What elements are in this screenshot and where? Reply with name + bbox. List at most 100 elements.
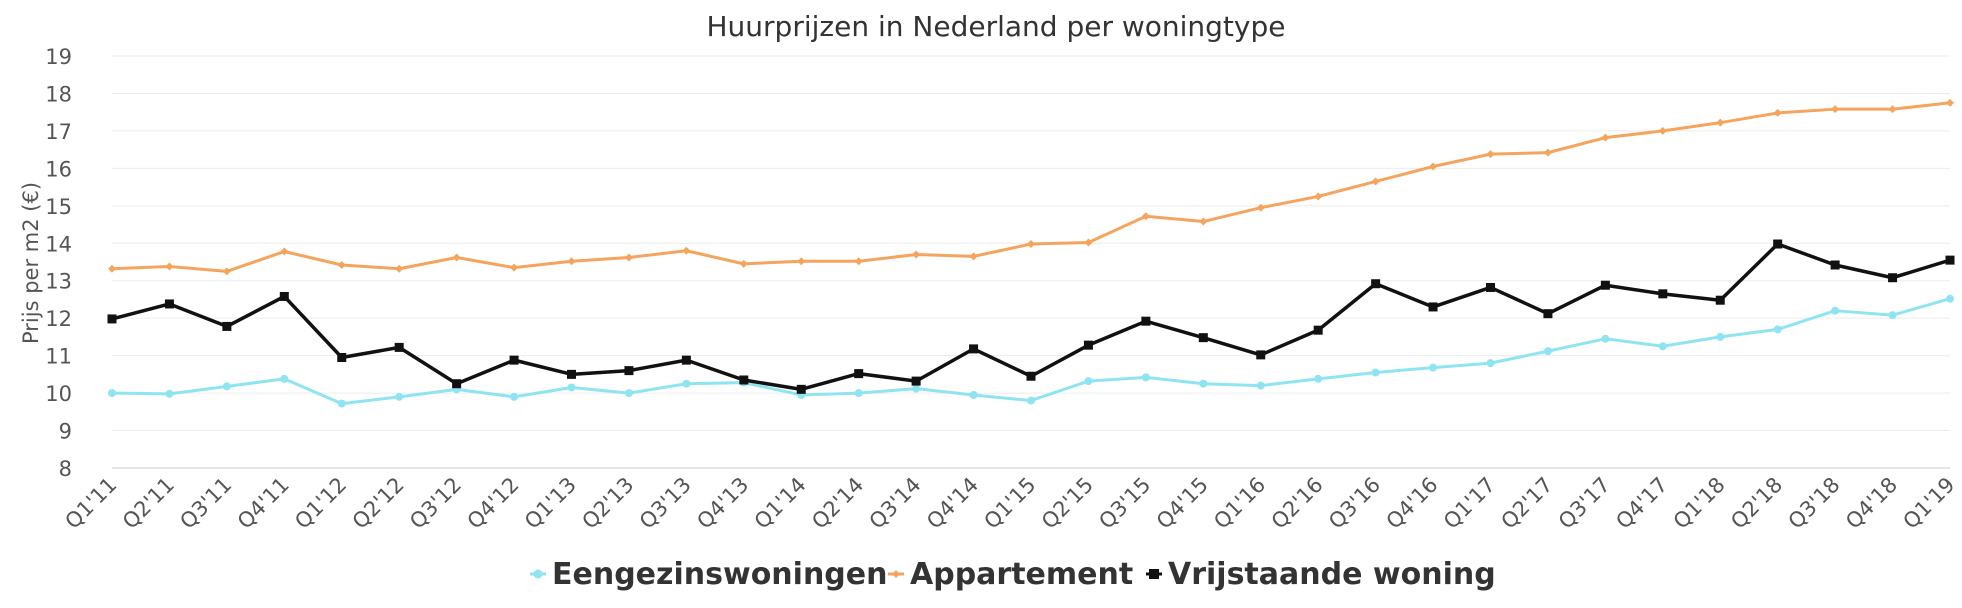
data-point[interactable] <box>1429 162 1438 171</box>
data-point[interactable] <box>739 375 749 385</box>
data-point[interactable] <box>1314 374 1323 383</box>
data-point[interactable] <box>1313 325 1323 335</box>
data-point[interactable] <box>1888 311 1897 320</box>
data-point[interactable] <box>1256 381 1265 390</box>
data-point[interactable] <box>337 353 347 363</box>
data-point[interactable] <box>1946 98 1954 107</box>
data-point[interactable] <box>1199 379 1208 388</box>
data-point[interactable] <box>567 383 576 392</box>
data-point[interactable] <box>1141 316 1151 326</box>
data-point[interactable] <box>510 392 519 401</box>
data-point[interactable] <box>108 389 116 398</box>
data-point[interactable] <box>1027 240 1035 249</box>
data-point[interactable] <box>969 344 979 354</box>
data-point[interactable] <box>1141 212 1150 221</box>
data-point[interactable] <box>1658 289 1668 299</box>
data-point[interactable] <box>1486 359 1495 368</box>
data-point[interactable] <box>1946 294 1954 303</box>
data-point[interactable] <box>1256 350 1266 360</box>
data-point[interactable] <box>395 264 404 273</box>
data-point[interactable] <box>1027 396 1035 405</box>
data-point[interactable] <box>797 257 806 266</box>
data-point[interactable] <box>854 369 864 379</box>
data-point[interactable] <box>681 355 691 365</box>
data-point[interactable] <box>1888 273 1898 283</box>
data-point[interactable] <box>912 250 921 259</box>
data-point[interactable] <box>1888 105 1897 114</box>
data-point[interactable] <box>624 389 633 398</box>
data-point[interactable] <box>222 267 231 276</box>
data-point[interactable] <box>164 299 174 309</box>
data-point[interactable] <box>1429 363 1438 372</box>
data-point[interactable] <box>1716 118 1725 127</box>
legend-item[interactable]: Vrijstaande woning <box>1146 557 1496 592</box>
data-point[interactable] <box>624 366 634 376</box>
data-point[interactable] <box>911 376 921 386</box>
data-point[interactable] <box>1141 373 1150 382</box>
data-point[interactable] <box>280 374 289 383</box>
data-point[interactable] <box>1773 108 1782 117</box>
data-point[interactable] <box>1198 333 1208 343</box>
data-point[interactable] <box>1543 347 1552 356</box>
data-point[interactable] <box>854 257 863 266</box>
data-point[interactable] <box>510 263 519 272</box>
data-point[interactable] <box>1371 279 1381 289</box>
data-point[interactable] <box>1773 325 1782 334</box>
data-point[interactable] <box>279 291 289 301</box>
data-point[interactable] <box>1831 306 1840 315</box>
data-point[interactable] <box>1083 340 1093 350</box>
data-point[interactable] <box>394 342 404 352</box>
data-point[interactable] <box>796 384 806 394</box>
data-point[interactable] <box>1199 217 1208 226</box>
data-point[interactable] <box>1945 255 1955 265</box>
data-point[interactable] <box>1773 239 1783 249</box>
data-point[interactable] <box>1658 126 1667 135</box>
data-point[interactable] <box>1716 332 1725 341</box>
data-point[interactable] <box>280 247 289 256</box>
data-point[interactable] <box>509 355 519 365</box>
data-point[interactable] <box>1026 371 1036 381</box>
data-point[interactable] <box>395 392 404 401</box>
data-point[interactable] <box>1543 309 1553 319</box>
data-point[interactable] <box>567 257 576 266</box>
data-point[interactable] <box>1715 295 1725 305</box>
data-point[interactable] <box>682 379 691 388</box>
data-point[interactable] <box>1486 282 1495 292</box>
data-point[interactable] <box>1601 133 1610 142</box>
data-point[interactable] <box>854 389 863 398</box>
data-point[interactable] <box>1084 238 1093 247</box>
data-point[interactable] <box>1601 334 1610 343</box>
data-point[interactable] <box>682 246 691 255</box>
data-point[interactable] <box>108 264 116 273</box>
data-point[interactable] <box>1371 368 1380 377</box>
data-point[interactable] <box>452 379 462 389</box>
data-point[interactable] <box>1830 260 1840 270</box>
data-point[interactable] <box>739 259 748 268</box>
data-point[interactable] <box>969 390 978 399</box>
data-point[interactable] <box>969 252 978 261</box>
data-point[interactable] <box>1084 377 1093 386</box>
data-point[interactable] <box>1314 192 1323 201</box>
data-point[interactable] <box>1658 342 1667 351</box>
data-point[interactable] <box>222 321 232 331</box>
data-point[interactable] <box>567 369 576 379</box>
data-point[interactable] <box>165 389 174 398</box>
data-point[interactable] <box>624 253 633 262</box>
data-point[interactable] <box>165 262 174 271</box>
data-point[interactable] <box>1543 148 1552 157</box>
data-point[interactable] <box>222 382 231 391</box>
data-point[interactable] <box>1831 105 1840 114</box>
data-point[interactable] <box>1256 203 1265 212</box>
data-point[interactable] <box>337 260 346 269</box>
y-tick-label: 14 <box>45 232 72 256</box>
legend-item[interactable]: Eengezinswoningen <box>530 557 887 592</box>
data-point[interactable] <box>1428 302 1438 312</box>
legend-item[interactable]: Appartement <box>888 557 1133 592</box>
data-point[interactable] <box>1371 177 1380 186</box>
data-point[interactable] <box>1600 280 1610 290</box>
data-point[interactable] <box>107 314 117 324</box>
data-point[interactable] <box>912 384 921 393</box>
data-point[interactable] <box>1486 150 1495 159</box>
data-point[interactable] <box>337 399 346 408</box>
data-point[interactable] <box>452 253 461 262</box>
